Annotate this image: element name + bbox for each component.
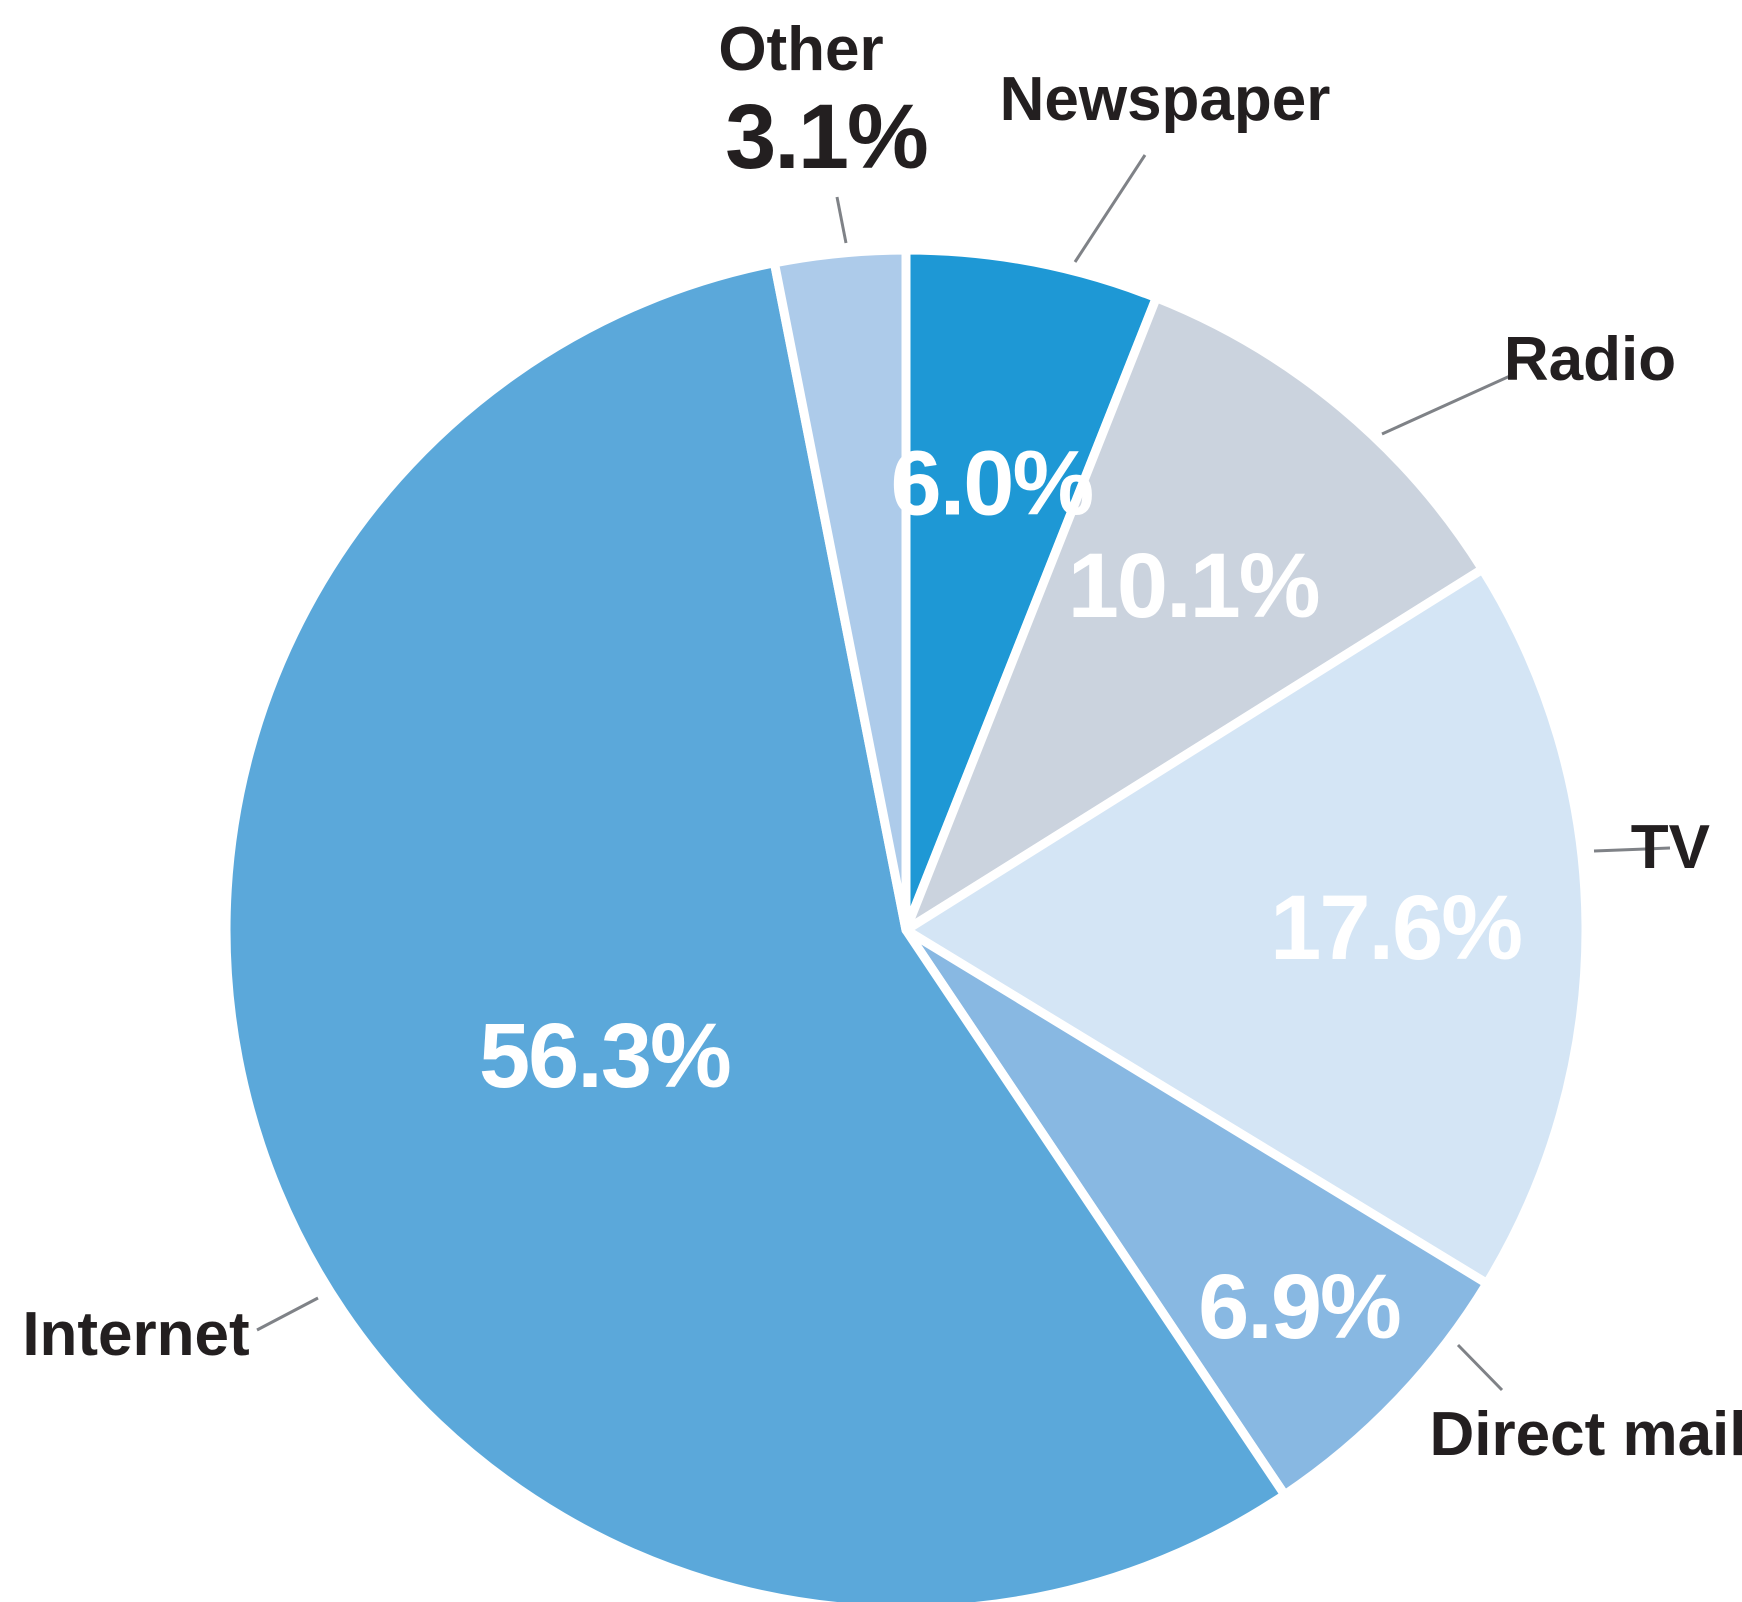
pie-slice-radio (901, 293, 1487, 935)
slice-category-label-internet: Internet (22, 1300, 249, 1369)
slice-value-label-other: 3.1% (725, 86, 927, 188)
leader-line-other (835, 196, 848, 244)
slice-value-label-internet: 56.3% (479, 1005, 730, 1107)
pie-slices (221, 245, 1591, 1602)
pie-slice-direct-mail (901, 925, 1492, 1500)
leader-line-tv (1593, 846, 1671, 853)
slice-value-label-radio: 10.1% (1068, 535, 1319, 637)
pie-slice-tv (901, 564, 1591, 1288)
slice-value-label-tv: 17.6% (1270, 877, 1521, 979)
leader-line-radio (1381, 374, 1511, 436)
pie-slice-other (769, 245, 911, 935)
slice-category-label-other: Other (718, 15, 883, 84)
leader-line-internet (256, 1296, 319, 1332)
slice-value-label-newspaper: 6.0% (891, 433, 1093, 535)
slice-category-label-tv: TV (1631, 813, 1710, 882)
leader-line-direct-mail (1456, 1343, 1504, 1392)
pie-labels: 6.0% Newspaper 10.1% Radio 17.6% TV 6.9% Direct… (22, 15, 1742, 1469)
leader-line-newspaper (1073, 154, 1147, 263)
slice-category-label-radio: Radio (1504, 325, 1676, 394)
leader-lines (256, 154, 1671, 1392)
slice-category-label-newspaper: Newspaper (1000, 65, 1331, 134)
slice-value-label-direct-mail: 6.9% (1198, 1256, 1400, 1358)
slice-category-label-direct-mail: Direct mail (1429, 1400, 1742, 1469)
pie-slice-internet (221, 258, 1290, 1602)
